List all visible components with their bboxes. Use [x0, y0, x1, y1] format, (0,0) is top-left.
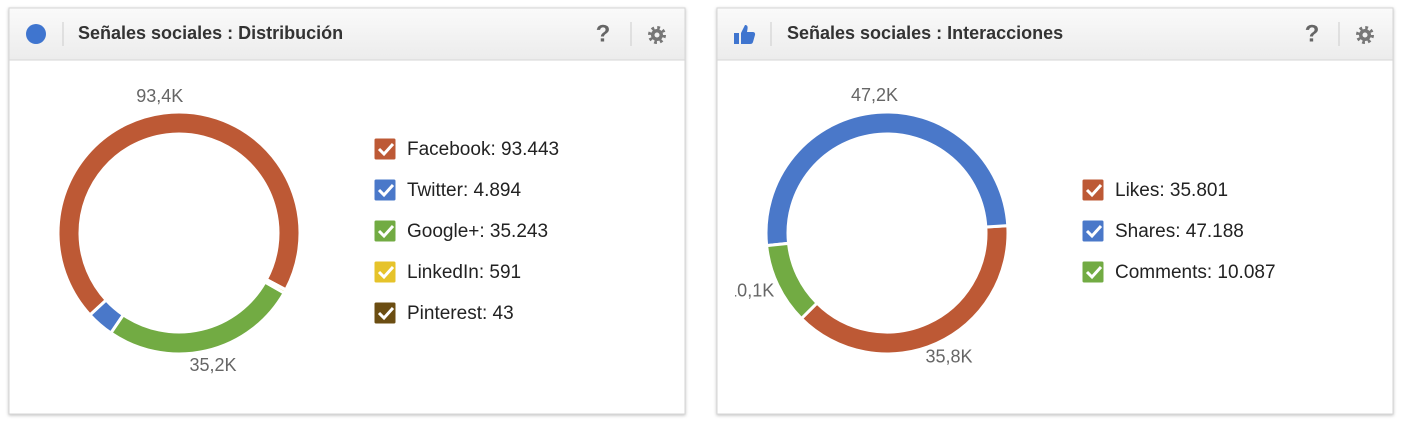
- legend-item[interactable]: Shares: 47.188: [1081, 219, 1244, 243]
- donut-chart: 35,8K 47,2K 10,1K: [727, 85, 1010, 367]
- donut-slice: [765, 241, 820, 321]
- panel: Señales sociales : Interacciones ?: [716, 7, 1394, 415]
- legend-checkbox: [373, 219, 397, 243]
- panel: Señales sociales : Distribución ?: [8, 7, 686, 415]
- legend-label: Google+: 35.243: [407, 221, 548, 242]
- panel-frame: [8, 7, 686, 415]
- legend-label: Likes: 35.801: [1115, 180, 1228, 201]
- legend-check: [377, 183, 395, 198]
- legend-check: [377, 265, 395, 280]
- help-button[interactable]: ?: [1305, 20, 1320, 47]
- legend-item[interactable]: Facebook: 93.443: [373, 137, 559, 161]
- legend-item[interactable]: Likes: 35.801: [1081, 178, 1228, 202]
- data-label: 93,4K: [136, 86, 183, 106]
- legend-label: Shares: 47.188: [1115, 221, 1244, 242]
- header-icon: [734, 25, 756, 44]
- legend-check: [377, 142, 395, 157]
- legend-checkbox: [373, 260, 397, 284]
- donut-slice: [264, 277, 288, 293]
- legend-check: [1085, 183, 1103, 198]
- panel-title: Señales sociales : Interacciones: [787, 23, 1063, 43]
- legend-checkbox: [373, 137, 397, 161]
- donut-slice: [764, 110, 1010, 248]
- panel-header: [9, 8, 685, 60]
- legend-check: [1085, 224, 1103, 239]
- legend-item[interactable]: Comments: 10.087: [1081, 260, 1276, 284]
- settings-button[interactable]: [1356, 26, 1374, 44]
- legend-item[interactable]: Twitter: 4.894: [373, 178, 521, 202]
- legend-checkbox: [1081, 178, 1105, 202]
- panel-header: [717, 8, 1393, 60]
- legend-check: [377, 306, 395, 321]
- legend-checkbox: [373, 301, 397, 325]
- legend-label: Comments: 10.087: [1115, 262, 1276, 283]
- legend-label: Pinterest: 43: [407, 303, 514, 324]
- legend-checkbox: [1081, 260, 1105, 284]
- legend-label: Facebook: 93.443: [407, 139, 559, 160]
- legend-checkbox: [1081, 219, 1105, 243]
- legend-item[interactable]: LinkedIn: 591: [373, 260, 521, 284]
- help-button[interactable]: ?: [596, 20, 611, 47]
- legend-check: [377, 224, 395, 239]
- legend-check: [1085, 265, 1103, 280]
- legend-checkbox: [373, 178, 397, 202]
- panel-frame: [716, 7, 1394, 415]
- legend-label: Twitter: 4.894: [407, 180, 521, 201]
- header-icon: [26, 24, 46, 44]
- data-label: 10,1K: [727, 281, 774, 301]
- donut-chart: 93,4K 35,2K: [56, 86, 302, 375]
- legend-item[interactable]: Google+: 35.243: [373, 219, 548, 243]
- data-label: 47,2K: [851, 85, 898, 105]
- legend-item[interactable]: Pinterest: 43: [373, 301, 514, 325]
- data-label: 35,8K: [925, 347, 972, 367]
- settings-button[interactable]: [648, 26, 666, 44]
- data-label: 35,2K: [190, 355, 237, 375]
- legend-label: LinkedIn: 591: [407, 262, 521, 283]
- donut-slice: [56, 110, 302, 318]
- panel-title: Señales sociales : Distribución: [78, 23, 343, 43]
- donut-slice: [108, 280, 287, 356]
